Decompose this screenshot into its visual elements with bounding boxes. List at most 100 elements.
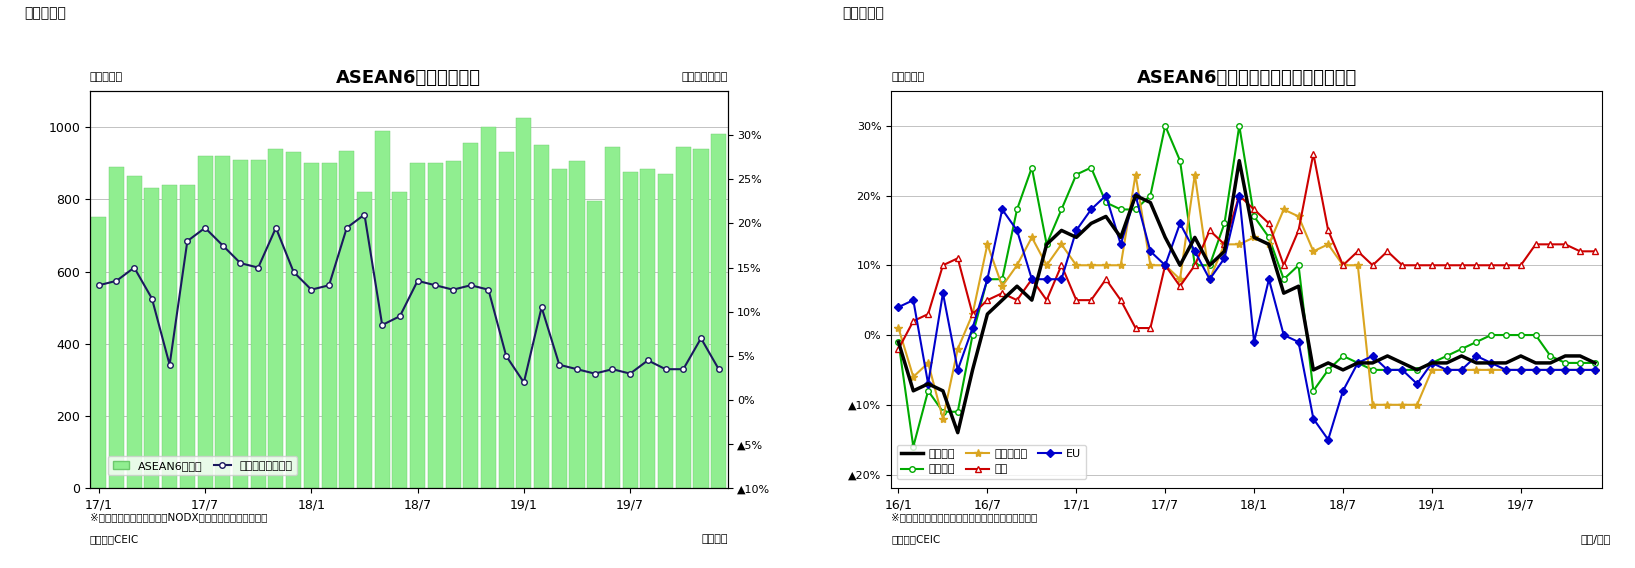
輸出全体 — [1171, 262, 1190, 269]
東アジア — [1496, 332, 1516, 339]
北米 — [1408, 262, 1427, 269]
東南アジア — [1364, 402, 1383, 408]
東アジア — [1584, 360, 1604, 366]
EU — [1333, 387, 1352, 394]
東アジア — [1244, 213, 1264, 220]
輸出全体 — [889, 339, 909, 345]
東アジア — [1481, 332, 1501, 339]
EU — [1127, 192, 1146, 199]
北米 — [1347, 248, 1367, 254]
北米 — [1555, 241, 1575, 248]
Bar — [374, 131, 389, 488]
EU — [1364, 353, 1383, 360]
Bar — [126, 176, 142, 488]
北米 — [1156, 262, 1176, 269]
輸出全体 — [1452, 353, 1472, 360]
Text: （年/月）: （年/月） — [1579, 534, 1610, 545]
輸出全体 — [1244, 234, 1264, 241]
輸出全体 — [1408, 366, 1427, 373]
EU — [948, 366, 968, 373]
東アジア — [1288, 262, 1308, 269]
EU — [1408, 381, 1427, 387]
Bar — [428, 163, 443, 488]
東南アジア — [934, 415, 953, 422]
Bar — [675, 147, 692, 488]
東アジア — [919, 387, 938, 394]
輸出全体 — [919, 381, 938, 387]
EU — [1185, 248, 1205, 254]
EU — [1156, 262, 1176, 269]
EU — [1378, 366, 1398, 373]
輸出全体 — [1288, 283, 1308, 290]
Text: （図表２）: （図表２） — [842, 6, 885, 20]
東南アジア — [1230, 241, 1249, 248]
東南アジア — [1051, 241, 1071, 248]
Text: ※インドネシアは非石油ガス輸出のデータを使用。: ※インドネシアは非石油ガス輸出のデータを使用。 — [891, 512, 1037, 522]
東南アジア — [1570, 366, 1589, 373]
北米 — [1081, 296, 1100, 303]
東アジア — [934, 408, 953, 415]
東アジア — [1081, 164, 1100, 171]
輸出全体 — [1215, 248, 1234, 254]
東南アジア — [1215, 241, 1234, 248]
Bar — [410, 163, 425, 488]
東南アジア — [1007, 262, 1027, 269]
東南アジア — [1481, 366, 1501, 373]
東アジア — [904, 443, 924, 450]
Bar — [356, 192, 373, 488]
EU — [1081, 206, 1100, 213]
東アジア — [1127, 206, 1146, 213]
Bar — [551, 169, 567, 488]
東南アジア — [1066, 262, 1086, 269]
Bar — [180, 185, 195, 488]
Bar — [535, 145, 549, 488]
輸出全体 — [1540, 360, 1560, 366]
北米 — [1481, 262, 1501, 269]
北米 — [1378, 248, 1398, 254]
EU — [1200, 276, 1220, 283]
北米 — [1333, 262, 1352, 269]
東アジア — [1378, 366, 1398, 373]
Line: EU: EU — [896, 193, 1597, 442]
Bar — [463, 143, 479, 488]
東アジア — [978, 276, 997, 283]
Bar — [216, 156, 231, 488]
EU — [1481, 360, 1501, 366]
Bar — [499, 152, 513, 488]
東アジア — [1511, 332, 1530, 339]
輸出全体 — [1200, 262, 1220, 269]
東アジア — [1408, 366, 1427, 373]
東アジア — [1171, 157, 1190, 164]
Title: ASEAN6カ国の輸出額: ASEAN6カ国の輸出額 — [337, 69, 481, 86]
輸出全体 — [1555, 353, 1575, 360]
輸出全体 — [1318, 360, 1337, 366]
Bar — [338, 151, 355, 488]
輸出全体 — [1333, 366, 1352, 373]
東南アジア — [1393, 402, 1413, 408]
EU — [1570, 366, 1589, 373]
Bar — [587, 201, 602, 488]
EU — [1171, 220, 1190, 227]
EU — [919, 381, 938, 387]
東南アジア — [1467, 366, 1486, 373]
Line: 東南アジア: 東南アジア — [894, 170, 1599, 423]
東アジア — [992, 276, 1012, 283]
輸出全体 — [992, 296, 1012, 303]
Bar — [110, 167, 124, 488]
Bar — [693, 149, 708, 488]
東南アジア — [904, 374, 924, 381]
東アジア — [1393, 366, 1413, 373]
EU — [1095, 192, 1115, 199]
輸出全体 — [1066, 234, 1086, 241]
東南アジア — [1422, 366, 1442, 373]
輸出全体 — [1481, 360, 1501, 366]
EU — [889, 304, 909, 311]
輸出全体 — [934, 387, 953, 394]
東南アジア — [1156, 262, 1176, 269]
Bar — [304, 163, 319, 488]
北米 — [978, 296, 997, 303]
北米 — [1171, 283, 1190, 290]
北米 — [1364, 262, 1383, 269]
EU — [1347, 360, 1367, 366]
輸出全体 — [1496, 360, 1516, 366]
